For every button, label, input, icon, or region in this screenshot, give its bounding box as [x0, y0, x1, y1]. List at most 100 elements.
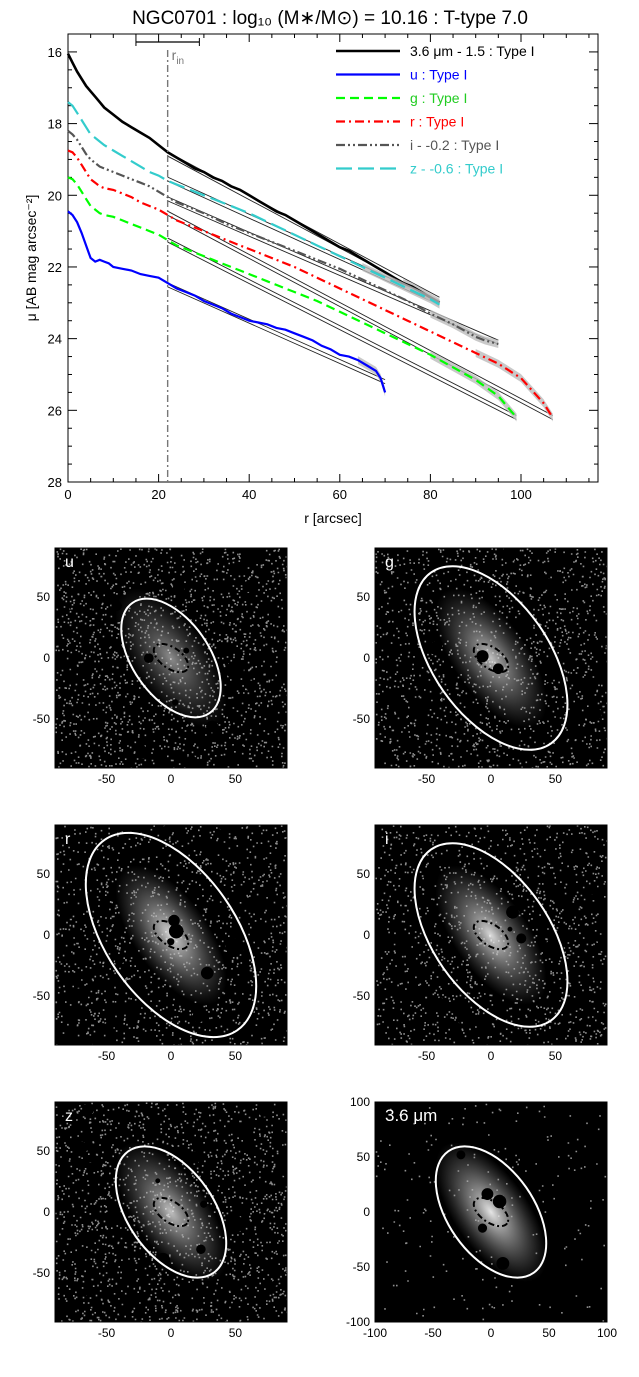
masked-source	[489, 825, 495, 832]
panel-label: 3.6 μm	[385, 1106, 437, 1125]
masked-source	[155, 1178, 161, 1184]
panel-x-tick-label: 100	[597, 1326, 617, 1340]
image-panel: i -50 -50 0 0 50 50	[353, 824, 608, 1063]
panel-y-tick-label: 100	[350, 1095, 370, 1109]
masked-source	[55, 704, 62, 715]
y-tick-label: 18	[48, 117, 62, 132]
masked-source	[82, 1103, 95, 1116]
panel-x-tick-label: 0	[168, 1326, 175, 1340]
inner-ellipse	[152, 919, 190, 951]
masked-source	[538, 1143, 555, 1160]
panel-y-tick-label: 50	[37, 590, 51, 604]
masked-source	[282, 1171, 287, 1177]
panel-frame	[374, 1101, 608, 1323]
masked-source	[562, 852, 573, 863]
series-line-2	[67, 176, 518, 419]
panel-frame	[54, 1101, 288, 1323]
masked-source	[250, 1039, 262, 1045]
panel-y-tick-label: -50	[33, 1266, 51, 1280]
masked-source	[589, 708, 602, 721]
masked-source	[258, 1104, 271, 1117]
masked-source	[403, 564, 411, 573]
panel-x-tick-label: 0	[168, 1049, 175, 1063]
masked-source	[519, 616, 532, 629]
fit-line-lower	[167, 241, 517, 420]
masked-source	[425, 761, 431, 767]
panel-x-tick-label: -50	[418, 1049, 436, 1063]
masked-source	[242, 580, 254, 593]
legend-label: i - -0.2 : Type I	[410, 137, 499, 153]
outer-ellipse	[114, 1145, 228, 1279]
panel-label: u	[65, 554, 74, 571]
panel-x-tick-label: -50	[98, 772, 116, 786]
panel-frame	[54, 547, 288, 769]
inner-ellipse	[472, 919, 510, 951]
masked-source	[135, 745, 149, 759]
outer-ellipse	[120, 597, 222, 719]
masked-source	[64, 671, 78, 684]
panel-label: g	[385, 554, 394, 571]
masked-source	[545, 1215, 564, 1233]
masked-source	[225, 938, 244, 956]
masked-source	[414, 700, 427, 713]
x-axis-label: r [arcsec]	[304, 510, 362, 526]
galaxy-glow	[435, 865, 547, 1005]
image-panel: u -50 -50 0 0 50 50	[33, 547, 288, 786]
panel-x-tick-label: 50	[229, 1326, 243, 1340]
fit-line-lower	[167, 286, 386, 385]
x-tick-label: 40	[242, 487, 256, 502]
outer-ellipse	[413, 565, 569, 751]
masked-source	[72, 988, 86, 1002]
masked-source	[252, 548, 266, 557]
masked-source	[155, 1252, 171, 1268]
panel-y-tick-label: 0	[43, 1205, 50, 1219]
masked-source	[167, 938, 175, 946]
masked-source	[546, 578, 553, 584]
masked-source	[219, 825, 235, 834]
legend: 3.6 μm - 1.5 : Type I u : Type I g : Type …	[336, 43, 535, 177]
series-error-band	[430, 350, 517, 422]
masked-source	[585, 885, 596, 896]
masked-source	[196, 1244, 206, 1255]
masked-source	[160, 825, 173, 838]
inner-ellipse	[472, 642, 510, 674]
masked-source	[111, 600, 122, 612]
panel-x-tick-label: -50	[424, 1326, 442, 1340]
masked-source	[200, 1200, 208, 1208]
masked-source	[449, 1020, 460, 1032]
masked-source	[242, 1021, 255, 1034]
x-tick-label: 20	[151, 487, 165, 502]
masked-source	[179, 1298, 193, 1312]
panel-y-tick-label: 0	[43, 928, 50, 942]
panel-y-tick-label: 0	[363, 1205, 370, 1219]
series-line-4	[67, 129, 499, 346]
fit-line-lower	[167, 214, 553, 420]
masked-source	[64, 607, 70, 614]
series-line-0	[66, 53, 441, 304]
panel-y-tick-label: 50	[37, 1144, 51, 1158]
masked-source	[492, 663, 504, 675]
masked-source	[436, 997, 444, 1005]
fit-line-upper	[167, 210, 553, 416]
masked-source	[143, 653, 154, 664]
masked-source	[476, 650, 489, 663]
masked-source	[188, 1151, 201, 1164]
galaxy-glow	[115, 588, 227, 728]
panel-x-tick-label: 50	[542, 1326, 556, 1340]
x-tick-label: 100	[510, 487, 532, 502]
image-panel: 3.6 μm -100-100 -50 -50 0 0 50 50 100 100	[346, 1095, 617, 1340]
masked-source	[597, 937, 604, 944]
panel-x-tick-label: 0	[488, 1049, 495, 1063]
panel-y-tick-label: -50	[353, 989, 371, 1003]
fit-line-upper	[167, 237, 517, 416]
profile-series	[66, 53, 554, 422]
masked-source	[507, 926, 513, 932]
masked-source	[477, 1223, 488, 1233]
panel-y-tick-label: 50	[357, 1150, 371, 1164]
masked-source	[186, 755, 197, 766]
masked-source	[200, 966, 214, 980]
y-tick-label: 16	[48, 45, 62, 60]
panel-x-tick-label: -50	[98, 1326, 116, 1340]
y-tick-label: 26	[48, 403, 62, 418]
panel-y-tick-label: 50	[37, 867, 51, 881]
